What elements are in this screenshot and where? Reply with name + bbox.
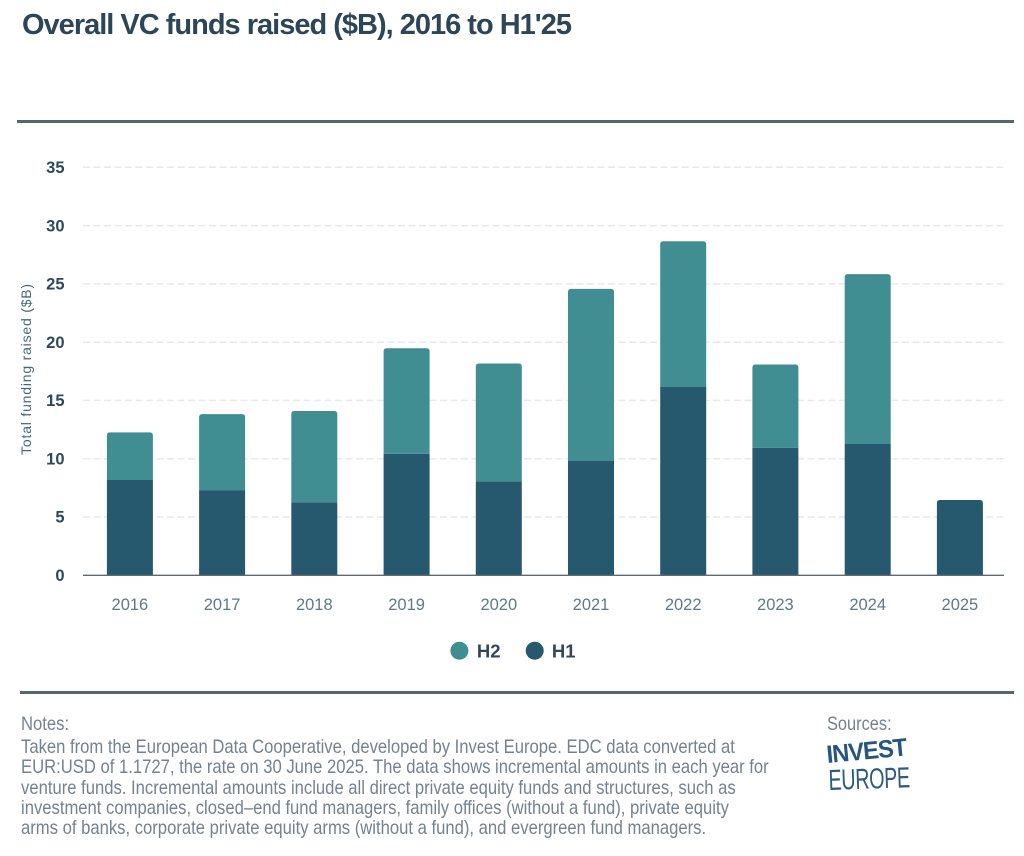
- svg-text:2020: 2020: [480, 596, 517, 614]
- svg-text:15: 15: [46, 392, 64, 410]
- svg-text:2016: 2016: [112, 596, 149, 614]
- svg-text:H1: H1: [552, 641, 576, 662]
- svg-text:2025: 2025: [942, 596, 979, 614]
- svg-text:5: 5: [55, 509, 64, 527]
- svg-text:25: 25: [46, 276, 64, 294]
- svg-text:10: 10: [46, 450, 64, 468]
- svg-text:35: 35: [46, 159, 64, 177]
- svg-text:30: 30: [46, 217, 64, 235]
- svg-text:0: 0: [55, 567, 64, 585]
- svg-text:H2: H2: [477, 641, 501, 662]
- svg-text:2022: 2022: [665, 596, 702, 614]
- svg-text:2017: 2017: [204, 596, 241, 614]
- svg-text:2021: 2021: [573, 596, 610, 614]
- svg-text:2019: 2019: [388, 596, 425, 614]
- svg-text:Total funding raised ($B): Total funding raised ($B): [18, 283, 34, 455]
- svg-text:20: 20: [46, 334, 64, 352]
- svg-text:2023: 2023: [757, 596, 794, 614]
- svg-text:2024: 2024: [849, 596, 886, 614]
- svg-text:2018: 2018: [296, 596, 333, 614]
